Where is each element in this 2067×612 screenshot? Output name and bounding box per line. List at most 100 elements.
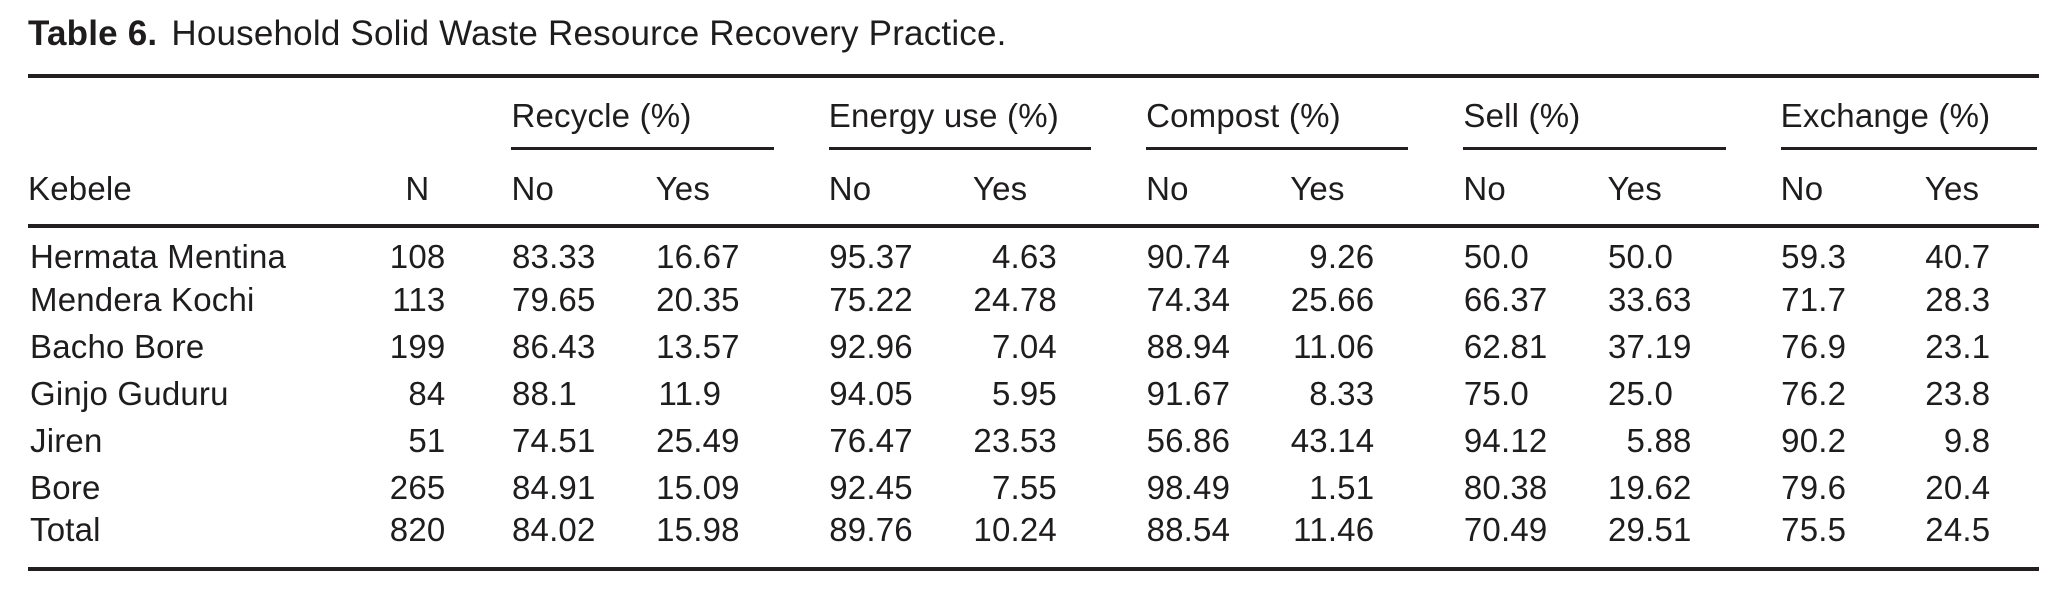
cell-n: 820 — [389, 511, 446, 549]
cell-compost-no: 91.67 — [1146, 374, 1231, 412]
cell-recycle-no: 84.91 — [511, 468, 596, 506]
col-header-compost-no: No — [1146, 150, 1291, 229]
cell-energy-no: 89.76 — [829, 511, 913, 549]
group-header-energy-use: Energy use (%) — [828, 76, 1146, 151]
cell-sell-yes: 19.62 — [1608, 468, 1692, 506]
group-header-spacer-kebele — [28, 76, 328, 150]
cell-sell-no: 66.37 — [1463, 280, 1548, 318]
cell-energy-no: 75.22 — [829, 280, 913, 318]
cell-recycle-yes: 20.35 — [656, 280, 740, 318]
col-header-n: N — [328, 150, 512, 229]
col-header-kebele: Kebele — [28, 150, 329, 229]
cell-exchange-yes: 24.5 — [1925, 511, 1991, 549]
cell-recycle-yes: 25.49 — [656, 421, 740, 459]
cell-n: 84 — [408, 374, 446, 412]
cell-exchange-no: 75.5 — [1781, 511, 1847, 549]
cell-recycle-yes: 11.9 — [658, 374, 722, 412]
cell-kebele: Bacho Bore — [30, 327, 205, 365]
cell-energy-no: 92.45 — [829, 468, 913, 506]
cell-n: 265 — [389, 468, 446, 506]
col-header-exchange-no: No — [1780, 150, 1925, 229]
cell-kebele: Total — [30, 511, 101, 549]
cell-sell-yes: 33.63 — [1608, 280, 1692, 318]
page: Table 6. Household Solid Waste Resource R… — [28, 14, 2039, 572]
cell-compost-yes: 11.06 — [1293, 327, 1375, 365]
table-caption: Household Solid Waste Resource Recovery … — [171, 14, 1007, 53]
group-header-spacer-n — [328, 76, 511, 150]
table-row-total: Total 820 84.02 15.98 89.76 10.24 88.54 … — [28, 511, 2039, 569]
cell-energy-no: 92.96 — [829, 327, 913, 365]
cell-recycle-no: 74.51 — [511, 421, 596, 459]
column-header-row: Kebele N No Yes No Yes No Yes No Yes No … — [28, 150, 2039, 229]
col-header-energy-no: No — [828, 150, 973, 229]
col-header-sell-no: No — [1463, 150, 1608, 229]
col-header-energy-yes: Yes — [972, 150, 1147, 229]
group-header-label: Recycle (%) — [511, 97, 774, 151]
group-header-label: Sell (%) — [1463, 97, 1726, 151]
cell-sell-no: 50.0 — [1463, 238, 1529, 276]
cell-recycle-no: 86.43 — [511, 327, 596, 365]
cell-exchange-no: 76.2 — [1781, 374, 1847, 412]
col-header-compost-yes: Yes — [1290, 150, 1464, 229]
cell-n: 108 — [389, 238, 446, 276]
table-row-jiren: Jiren 51 74.51 25.49 76.47 23.53 56.86 4… — [28, 417, 2039, 464]
cell-kebele: Ginjo Guduru — [30, 374, 229, 412]
group-header-sell: Sell (%) — [1463, 76, 1780, 151]
cell-energy-yes: 10.24 — [973, 511, 1057, 549]
table-row-mendera-kochi: Mendera Kochi 113 79.65 20.35 75.22 24.7… — [28, 276, 2039, 323]
cell-energy-yes: 24.78 — [973, 280, 1057, 318]
cell-compost-yes: 11.46 — [1293, 511, 1375, 549]
cell-sell-no: 80.38 — [1463, 468, 1548, 506]
table-number-label: Table 6. — [28, 14, 158, 53]
group-header-recycle: Recycle (%) — [511, 76, 828, 151]
cell-compost-yes: 1.51 — [1309, 468, 1375, 506]
group-header-exchange: Exchange (%) — [1780, 76, 2039, 151]
cell-kebele: Hermata Mentina — [30, 238, 287, 276]
col-header-sell-yes: Yes — [1607, 150, 1781, 229]
table-row-ginjo-guduru: Ginjo Guduru 84 88.1 11.9 94.05 5.95 91.… — [28, 370, 2039, 417]
cell-compost-yes: 43.14 — [1290, 421, 1375, 459]
cell-energy-no: 95.37 — [829, 238, 913, 276]
cell-kebele: Jiren — [30, 421, 103, 459]
cell-compost-yes: 8.33 — [1309, 374, 1375, 412]
cell-compost-no: 88.54 — [1146, 511, 1231, 549]
table-row-hermata-mentina: Hermata Mentina 108 83.33 16.67 95.37 4.… — [28, 226, 2039, 276]
cell-exchange-yes: 23.8 — [1925, 374, 1991, 412]
group-header-label: Compost (%) — [1146, 97, 1409, 151]
col-header-recycle-yes: Yes — [655, 150, 829, 229]
cell-recycle-no: 88.1 — [511, 374, 577, 412]
cell-sell-no: 94.12 — [1463, 421, 1548, 459]
table-title: Table 6. Household Solid Waste Resource R… — [28, 14, 2039, 54]
cell-sell-no: 62.81 — [1463, 327, 1548, 365]
cell-compost-no: 88.94 — [1146, 327, 1231, 365]
table-row-bore: Bore 265 84.91 15.09 92.45 7.55 98.49 1.… — [28, 464, 2039, 511]
cell-energy-yes: 5.95 — [991, 374, 1057, 412]
cell-energy-yes: 7.04 — [991, 327, 1057, 365]
cell-sell-yes: 5.88 — [1626, 421, 1692, 459]
cell-n: 113 — [392, 280, 446, 318]
cell-sell-yes: 25.0 — [1608, 374, 1674, 412]
cell-compost-no: 56.86 — [1146, 421, 1231, 459]
cell-kebele: Mendera Kochi — [30, 280, 255, 318]
cell-compost-yes: 9.26 — [1309, 238, 1375, 276]
cell-energy-no: 94.05 — [829, 374, 913, 412]
cell-sell-no: 75.0 — [1463, 374, 1529, 412]
cell-recycle-yes: 13.57 — [656, 327, 740, 365]
group-header-label: Energy use (%) — [828, 97, 1092, 151]
cell-energy-yes: 23.53 — [973, 421, 1057, 459]
cell-exchange-no: 59.3 — [1781, 238, 1847, 276]
cell-exchange-no: 90.2 — [1781, 421, 1847, 459]
cell-exchange-no: 71.7 — [1781, 280, 1847, 318]
cell-exchange-yes: 23.1 — [1925, 327, 1991, 365]
cell-exchange-no: 76.9 — [1781, 327, 1847, 365]
cell-sell-yes: 50.0 — [1608, 238, 1674, 276]
cell-exchange-yes: 28.3 — [1925, 280, 1991, 318]
cell-n: 199 — [389, 327, 446, 365]
cell-exchange-yes: 40.7 — [1925, 238, 1991, 276]
cell-recycle-no: 83.33 — [511, 238, 596, 276]
cell-recycle-no: 79.65 — [511, 280, 596, 318]
cell-exchange-yes: 9.8 — [1943, 421, 1991, 459]
cell-exchange-no: 79.6 — [1781, 468, 1847, 506]
cell-sell-yes: 37.19 — [1608, 327, 1692, 365]
group-header-label: Exchange (%) — [1780, 97, 2037, 151]
